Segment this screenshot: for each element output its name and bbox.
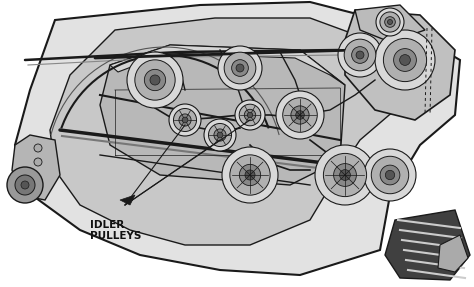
Circle shape xyxy=(34,144,42,152)
Polygon shape xyxy=(12,135,60,200)
Circle shape xyxy=(291,106,309,124)
Circle shape xyxy=(21,181,29,189)
Circle shape xyxy=(236,64,244,72)
Circle shape xyxy=(222,147,278,203)
Circle shape xyxy=(182,117,188,123)
Circle shape xyxy=(387,20,392,24)
Polygon shape xyxy=(345,10,455,120)
Circle shape xyxy=(245,170,255,180)
Circle shape xyxy=(179,114,191,126)
Polygon shape xyxy=(385,210,470,280)
Text: IDLER: IDLER xyxy=(90,220,124,230)
Circle shape xyxy=(247,112,253,118)
Polygon shape xyxy=(100,45,345,185)
Circle shape xyxy=(173,108,197,131)
Circle shape xyxy=(323,153,366,197)
Circle shape xyxy=(352,47,368,63)
Circle shape xyxy=(371,156,409,194)
Circle shape xyxy=(127,52,183,108)
Circle shape xyxy=(232,60,248,76)
Circle shape xyxy=(339,170,350,181)
Circle shape xyxy=(214,129,226,141)
Circle shape xyxy=(315,145,375,205)
Polygon shape xyxy=(110,45,345,85)
Polygon shape xyxy=(15,2,460,275)
Circle shape xyxy=(338,33,382,77)
Circle shape xyxy=(383,38,427,82)
Circle shape xyxy=(239,104,261,126)
Polygon shape xyxy=(355,5,425,42)
Circle shape xyxy=(376,8,404,36)
Circle shape xyxy=(296,111,304,119)
Polygon shape xyxy=(120,195,135,205)
Circle shape xyxy=(224,52,256,84)
Circle shape xyxy=(380,165,400,185)
Circle shape xyxy=(385,170,395,180)
Circle shape xyxy=(230,155,270,195)
Circle shape xyxy=(204,119,236,151)
Circle shape xyxy=(145,69,165,91)
Text: PULLEYS: PULLEYS xyxy=(90,231,141,241)
Circle shape xyxy=(34,158,42,166)
Circle shape xyxy=(283,98,317,132)
Circle shape xyxy=(209,123,231,147)
Circle shape xyxy=(364,149,416,201)
Circle shape xyxy=(334,164,356,186)
Circle shape xyxy=(150,75,160,85)
Polygon shape xyxy=(50,18,400,245)
Circle shape xyxy=(169,104,201,136)
Circle shape xyxy=(235,100,265,130)
Circle shape xyxy=(393,49,416,71)
Circle shape xyxy=(380,12,400,32)
Circle shape xyxy=(244,109,255,121)
Circle shape xyxy=(135,60,175,100)
Circle shape xyxy=(400,55,410,65)
Circle shape xyxy=(385,17,395,27)
Circle shape xyxy=(217,132,223,138)
Circle shape xyxy=(7,167,43,203)
Circle shape xyxy=(218,46,262,90)
Circle shape xyxy=(344,39,376,71)
Circle shape xyxy=(15,175,35,195)
Circle shape xyxy=(356,51,364,59)
Circle shape xyxy=(276,91,324,139)
Circle shape xyxy=(239,164,261,186)
Polygon shape xyxy=(438,235,468,272)
Circle shape xyxy=(375,30,435,90)
